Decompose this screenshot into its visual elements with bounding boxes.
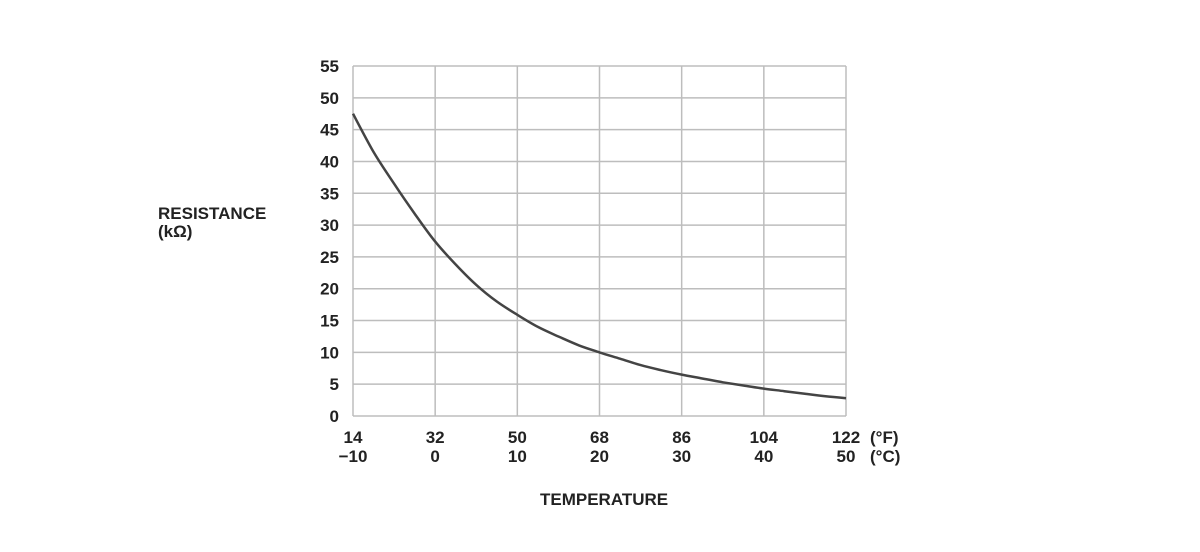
- y-tick-label: 50: [320, 89, 339, 108]
- x-tick-label-c: 0: [430, 447, 439, 466]
- x-tick-label-f: 50: [508, 428, 527, 447]
- x-tick-label-c: 30: [672, 447, 691, 466]
- y-axis-label: RESISTANCE (kΩ): [158, 205, 266, 241]
- y-tick-label: 45: [320, 121, 339, 140]
- x-unit-fahrenheit: (°F): [870, 428, 899, 447]
- x-tick-label-f: 68: [590, 428, 609, 447]
- x-tick-label-f: 104: [750, 428, 779, 447]
- y-axis-label-line2: (kΩ): [158, 222, 193, 241]
- x-tick-label-c: −10: [339, 447, 368, 466]
- y-tick-label: 25: [320, 248, 339, 267]
- x-tick-label-c: 20: [590, 447, 609, 466]
- resistance-curve: [351, 113, 847, 400]
- x-tick-label-c: 40: [754, 447, 773, 466]
- y-tick-label: 55: [320, 57, 339, 76]
- x-unit-celsius: (°C): [870, 447, 900, 466]
- y-tick-label: 15: [320, 312, 339, 331]
- y-tick-label: 20: [320, 280, 339, 299]
- y-tick-label: 30: [320, 216, 339, 235]
- y-tick-label: 40: [320, 152, 339, 171]
- x-tick-label-f: 32: [426, 428, 445, 447]
- y-axis-label-line1: RESISTANCE: [158, 204, 267, 223]
- y-tick-label: 5: [330, 375, 339, 394]
- y-tick-label: 10: [320, 343, 339, 362]
- x-tick-label-c: 50: [837, 447, 856, 466]
- y-tick-label: 0: [330, 407, 339, 426]
- x-tick-label-f: 122: [832, 428, 860, 447]
- grid: [352, 65, 847, 417]
- y-tick-label: 35: [320, 184, 339, 203]
- y-tick-labels: 0 5 10 15 20 25 30 35 40 45 50 55: [320, 57, 339, 426]
- x-tick-label-f: 14: [344, 428, 363, 447]
- x-tick-label-f: 86: [672, 428, 691, 447]
- x-tick-label-c: 10: [508, 447, 527, 466]
- x-axis-label: TEMPERATURE: [540, 490, 669, 509]
